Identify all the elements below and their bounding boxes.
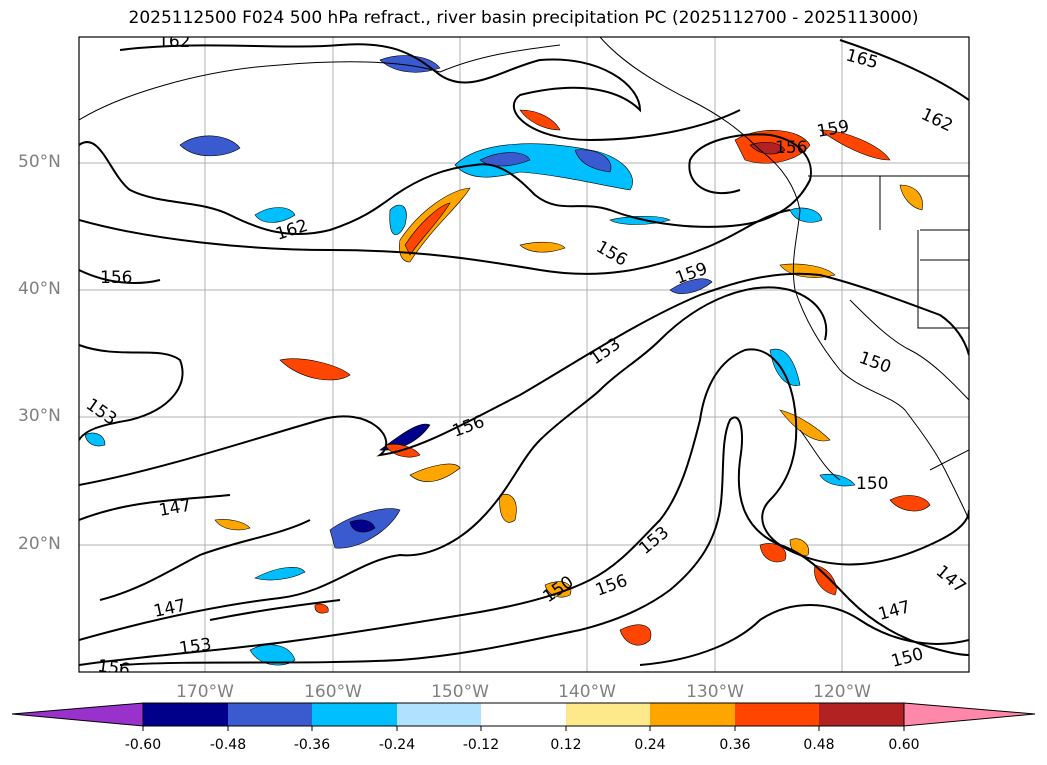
contour-label: 153	[635, 523, 673, 559]
lon-label: 120°W	[813, 682, 871, 702]
pos-patch	[214, 519, 251, 531]
neg-patch	[769, 348, 801, 386]
pos-patch	[889, 495, 931, 512]
colorbar-segment	[143, 703, 228, 726]
colorbar-segment	[397, 703, 481, 726]
colorbar-segment	[650, 703, 735, 726]
negative-precip-patches	[84, 55, 856, 666]
contour-label: 156	[450, 412, 487, 442]
lat-label: 30°N	[18, 406, 61, 426]
pos-patch	[749, 141, 786, 155]
colorbar-tick-label: 0.48	[803, 737, 835, 753]
contour-label: 150	[889, 644, 926, 672]
colorbar-tick-label: 0.12	[550, 737, 582, 753]
pos-patch	[404, 202, 451, 256]
neg-patch	[574, 149, 612, 173]
neg-patch	[349, 519, 376, 533]
colorbar-segment	[566, 703, 650, 726]
pos-patch	[619, 624, 652, 646]
contour-label: 150	[856, 348, 893, 378]
contour-label: 150	[856, 474, 888, 494]
colorbar-tick-label: -0.60	[124, 737, 162, 753]
colorbar-tick-label: -0.48	[209, 737, 247, 753]
colorbar	[11, 702, 1036, 731]
pos-patch	[779, 263, 836, 278]
colorbar-min-extend	[11, 702, 144, 727]
lon-label: 130°W	[686, 682, 744, 702]
contour-label: 156	[775, 138, 807, 158]
coastlines	[79, 37, 969, 521]
contour-label: 156	[100, 268, 132, 288]
colorbar-tick-label: -0.12	[462, 737, 500, 753]
pos-patch	[759, 543, 787, 563]
contour-labels: 162 165 162 159 156 162 156 156 159 153 …	[82, 32, 970, 680]
lat-label: 50°N	[18, 152, 61, 172]
colorbar-max-extend	[903, 702, 1036, 727]
pos-patch	[519, 109, 561, 131]
lon-label: 160°W	[304, 682, 362, 702]
neg-patch	[84, 432, 106, 447]
contour-label: 156	[96, 656, 131, 680]
contour-label: 153	[586, 334, 624, 369]
height-contours	[79, 39, 969, 666]
pos-patch	[819, 129, 891, 161]
colorbar-segment	[228, 703, 312, 726]
pos-patch	[279, 358, 351, 381]
pos-patch	[499, 494, 517, 523]
contour-label: 162	[918, 104, 956, 136]
neg-patch	[389, 204, 407, 236]
contour-label: 162	[158, 32, 190, 52]
map-area: 162 165 162 159 156 162 156 156 159 153 …	[79, 32, 970, 680]
map-title: 2025112500 F024 500 hPa refract., river …	[128, 8, 919, 28]
contour-label: 147	[876, 597, 913, 625]
colorbar-tick-label: 0.60	[888, 737, 920, 753]
colorbar-segment	[819, 703, 904, 726]
colorbar-tick-label: 0.24	[634, 737, 666, 753]
contour-label: 153	[178, 635, 213, 659]
pos-patch	[409, 463, 461, 482]
neg-patch	[254, 207, 296, 223]
lon-label: 140°W	[558, 682, 616, 702]
neg-patch	[819, 473, 856, 487]
pos-patch	[899, 184, 923, 211]
contour-label: 150	[539, 572, 577, 607]
colorbar-tick-label: -0.24	[378, 737, 416, 753]
lat-label: 20°N	[18, 534, 61, 554]
neg-patch	[254, 567, 306, 581]
colorbar-tick-marks	[142, 726, 905, 731]
contour-label: 147	[157, 496, 192, 521]
neg-patch	[789, 207, 823, 223]
colorbar-frame	[142, 702, 905, 727]
colorbar-segment	[735, 703, 819, 726]
contour-label: 165	[844, 46, 881, 74]
positive-precip-patches	[214, 109, 931, 646]
pos-patch	[779, 409, 831, 442]
colorbar-segment	[481, 703, 566, 726]
colorbar-tick-label: 0.36	[719, 737, 751, 753]
lat-label: 40°N	[18, 279, 61, 299]
contour-label: 147	[152, 596, 188, 622]
lon-label: 150°W	[431, 682, 489, 702]
contour-label: 153	[82, 395, 120, 430]
pos-patch	[544, 581, 572, 598]
colorbar-tick-label: -0.36	[293, 737, 331, 753]
pos-patch	[519, 241, 566, 253]
neg-patch	[179, 135, 241, 157]
pos-patch	[314, 603, 329, 614]
contour-label: 147	[932, 562, 970, 598]
colorbar-segment	[312, 703, 397, 726]
neg-patch	[669, 278, 713, 294]
lon-label: 170°W	[176, 682, 234, 702]
map-frame	[78, 36, 970, 673]
contour-label: 156	[593, 237, 631, 271]
pos-patch	[814, 564, 837, 596]
